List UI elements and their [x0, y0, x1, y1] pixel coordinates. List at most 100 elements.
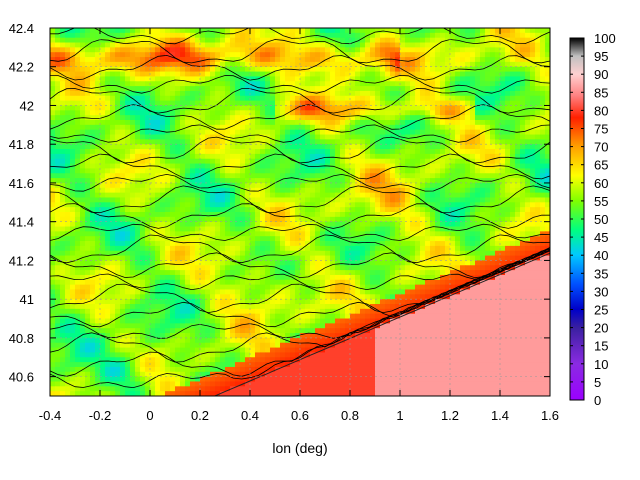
heat-cell — [140, 260, 146, 266]
heat-cell — [325, 260, 331, 266]
heat-cell — [155, 76, 161, 82]
heat-cell — [455, 212, 461, 218]
heat-cell — [420, 124, 426, 131]
heat-cell — [260, 182, 266, 189]
heat-cell — [115, 153, 121, 160]
heat-cell — [485, 245, 491, 252]
heat-cell — [370, 81, 376, 87]
heat-cell — [65, 260, 71, 266]
heat-cell — [455, 28, 461, 34]
heat-cell — [225, 207, 231, 213]
heat-cell — [410, 81, 416, 87]
heat-cell — [370, 139, 376, 145]
heat-cell — [530, 163, 536, 169]
heat-cell — [425, 158, 431, 164]
heat-cell — [355, 192, 361, 198]
heat-cell — [160, 245, 166, 252]
heat-cell — [430, 81, 436, 87]
heat-cell — [60, 158, 66, 164]
heat-cell — [135, 76, 141, 82]
heat-cell — [505, 52, 511, 58]
heat-cell — [390, 76, 396, 82]
heat-cell — [145, 149, 151, 155]
heat-cell — [285, 57, 291, 63]
heat-cell — [310, 182, 316, 189]
heat-cell — [205, 153, 211, 160]
heat-cell — [235, 115, 241, 121]
heat-cell — [65, 187, 71, 194]
heat-cell — [295, 265, 301, 271]
heat-cell — [155, 149, 161, 155]
heat-cell — [95, 61, 101, 68]
heat-cell — [320, 216, 326, 223]
heat-cell — [460, 95, 466, 102]
heat-cell — [530, 192, 536, 198]
heat-cell — [170, 245, 176, 252]
heat-cell — [165, 28, 171, 34]
heat-cell — [380, 192, 386, 198]
heat-cell — [300, 149, 306, 155]
heat-cell — [425, 182, 431, 189]
heat-cell — [120, 231, 126, 237]
heat-cell — [100, 178, 106, 184]
heat-cell — [500, 245, 506, 252]
heat-cell — [335, 250, 341, 256]
heat-cell — [515, 149, 521, 155]
heat-cell — [220, 231, 226, 237]
heat-cell — [385, 226, 391, 232]
heat-cell — [295, 241, 301, 247]
heat-cell — [125, 61, 131, 68]
heat-cell — [340, 216, 346, 223]
heat-cell — [60, 90, 66, 97]
heat-cell — [275, 182, 281, 189]
heat-cell — [490, 110, 496, 116]
heat-cell — [160, 100, 166, 106]
heat-cell — [405, 250, 411, 256]
heat-cell — [475, 32, 481, 39]
heat-cell — [385, 202, 391, 208]
heat-cell — [525, 212, 531, 218]
heat-cell — [520, 260, 526, 266]
heat-cell — [485, 66, 491, 72]
heat-cell — [85, 250, 91, 256]
heat-cell — [285, 81, 291, 87]
heat-cell — [220, 241, 226, 247]
heat-cell — [335, 236, 341, 242]
heat-cell — [250, 236, 256, 242]
heat-cell — [255, 153, 261, 160]
heat-cell — [535, 192, 541, 198]
heat-cell — [175, 207, 181, 213]
heat-cell — [420, 149, 426, 155]
heat-cell — [100, 61, 106, 68]
heat-cell — [120, 212, 126, 218]
heat-cell — [395, 192, 401, 198]
heat-cell — [155, 95, 161, 102]
heat-cell — [345, 100, 351, 106]
heat-cell — [380, 61, 386, 68]
heat-cell — [305, 61, 311, 68]
heat-cell — [300, 61, 306, 68]
heat-cell — [455, 71, 461, 77]
heat-cell — [370, 32, 376, 39]
heat-cell — [305, 86, 311, 92]
heat-cell — [105, 52, 111, 58]
heat-cell — [70, 124, 76, 131]
heat-cell — [200, 197, 206, 203]
heat-cell — [180, 86, 186, 92]
heat-cell — [290, 57, 296, 63]
heat-cell — [75, 42, 81, 48]
heat-cell — [235, 81, 241, 87]
heat-cell — [125, 100, 131, 106]
heat-cell — [220, 129, 226, 135]
heat-cell — [390, 86, 396, 92]
heat-cell — [380, 163, 386, 169]
heat-cell — [350, 124, 356, 131]
heat-cell — [150, 236, 156, 242]
heat-cell — [235, 236, 241, 242]
heat-cell — [390, 100, 396, 106]
heat-cell — [360, 129, 366, 135]
heat-cell — [485, 182, 491, 189]
heat-cell — [335, 124, 341, 131]
heat-cell — [400, 202, 406, 208]
heat-cell — [405, 110, 411, 116]
